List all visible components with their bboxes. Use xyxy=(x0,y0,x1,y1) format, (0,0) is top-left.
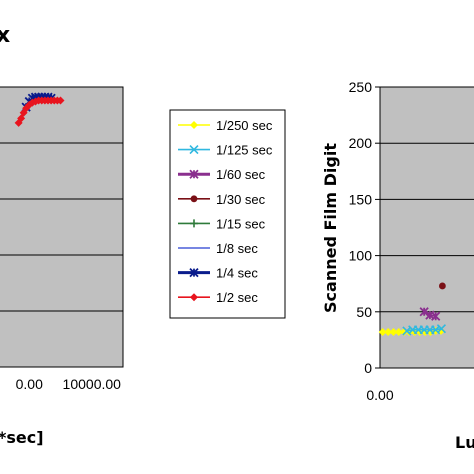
legend-marker xyxy=(190,219,198,228)
left-x-tick-labels: 0.00 10000.00 xyxy=(16,376,122,392)
legend-label: 1/125 sec xyxy=(216,143,273,158)
right-series-group xyxy=(378,282,447,337)
y-tick-label-5: 250 xyxy=(349,79,373,95)
data-point xyxy=(389,328,398,337)
data-point xyxy=(431,311,441,321)
legend-label: 1/250 sec xyxy=(216,118,273,133)
data-point xyxy=(384,328,393,337)
y-tick-label-0: 0 xyxy=(364,360,372,376)
legend-label: 1/2 sec xyxy=(216,290,258,305)
right-x-tick-labels: 0.00 xyxy=(366,387,393,403)
legend-label: 1/15 sec xyxy=(216,216,266,231)
x-tick-label-0: 0.00 xyxy=(16,376,43,392)
legend-entry-0: 1/250 sec xyxy=(178,118,273,133)
legend-label: 1/8 sec xyxy=(216,241,258,256)
legend-entry-4: 1/15 sec xyxy=(178,216,266,231)
legend-marker xyxy=(189,145,199,155)
y-tick-label-3: 150 xyxy=(349,191,373,207)
legend-entry-2: 1/60 sec xyxy=(178,167,266,182)
left-gridlines xyxy=(0,86,123,368)
data-point xyxy=(419,307,429,317)
legend-label: 1/4 sec xyxy=(216,266,258,281)
right-plot-area xyxy=(379,86,474,369)
legend-label: 1/30 sec xyxy=(216,192,266,207)
legend-marker xyxy=(190,121,198,129)
right-gridlines xyxy=(375,86,474,369)
left-plot-area xyxy=(0,86,124,368)
left-series-group xyxy=(14,92,65,127)
legend-marker xyxy=(190,195,198,203)
data-point xyxy=(439,282,446,290)
legend-box xyxy=(169,109,286,319)
x-tick-label-0: 0.00 xyxy=(366,387,393,403)
data-point xyxy=(378,328,387,337)
y-tick-label-4: 200 xyxy=(349,135,373,151)
legend-entry-7: 1/2 sec xyxy=(178,290,258,305)
header-glyph: x xyxy=(0,23,10,48)
legend-entry-5: 1/8 sec xyxy=(178,241,258,256)
left-chart: 0.00 10000.00 *sec] xyxy=(0,86,124,447)
data-point xyxy=(56,96,65,105)
data-point xyxy=(436,324,447,334)
x-tick-label-1: 10000.00 xyxy=(63,376,122,392)
left-x-axis-label: *sec] xyxy=(0,428,44,447)
legend-marker xyxy=(189,169,199,179)
y-tick-label-2: 100 xyxy=(349,248,373,264)
legend-entry-1: 1/125 sec xyxy=(178,143,273,158)
data-point xyxy=(394,328,403,337)
data-point xyxy=(17,114,26,123)
legend-label: 1/60 sec xyxy=(216,167,266,182)
legend-marker xyxy=(190,293,198,302)
right-x-axis-label: Lu xyxy=(455,433,474,452)
right-y-tick-labels: 0 50 100 150 200 250 xyxy=(349,79,373,376)
legend-entry-6: 1/4 sec xyxy=(178,266,258,281)
legend-entry-3: 1/30 sec xyxy=(178,192,266,207)
y-tick-label-1: 50 xyxy=(356,304,372,320)
legend: 1/250 sec 1/125 sec 1/60 sec 1/30 sec 1/15 s… xyxy=(169,109,286,319)
legend-items: 1/250 sec 1/125 sec 1/60 sec 1/30 sec 1/15 s… xyxy=(178,118,273,305)
right-y-axis-label: Scanned Film Digit xyxy=(321,143,340,313)
legend-marker xyxy=(189,267,199,278)
